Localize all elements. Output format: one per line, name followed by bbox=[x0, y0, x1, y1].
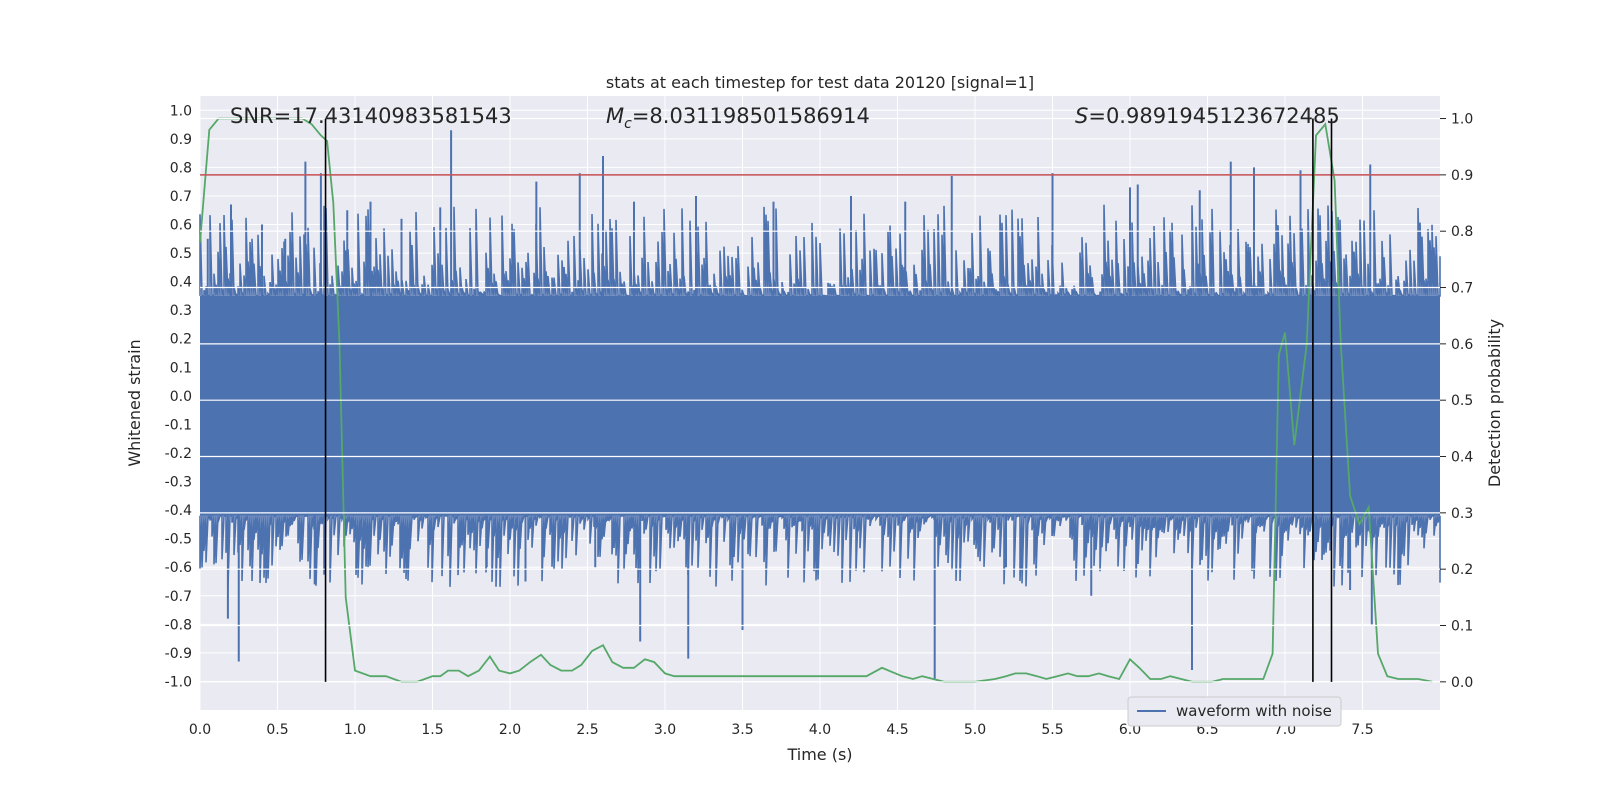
y2-tick-label: 0.1 bbox=[1451, 619, 1473, 635]
chirp-mass-annotation: Mc=8.031198501586914 bbox=[606, 104, 870, 132]
x-tick-label: 2.0 bbox=[499, 722, 521, 738]
y-tick-label: 0.5 bbox=[170, 246, 192, 262]
y-axis-label: Whitened strain bbox=[125, 339, 144, 466]
y-tick-label: 0.7 bbox=[170, 189, 192, 205]
probability-series bbox=[199, 117, 1433, 683]
left-axis-ticks: 1.0 0.9 0.8 0.7 0.6 0.5 0.4 0.3 0.2 0.1 0.0 -0.1 -0.… bbox=[165, 103, 192, 690]
overlay-lines bbox=[200, 117, 1440, 683]
y-tick-label: -0.3 bbox=[165, 475, 192, 491]
y-tick-label: -1.0 bbox=[165, 674, 192, 690]
y2-tick-label: 0.8 bbox=[1451, 224, 1473, 240]
waveform-upper-edge bbox=[199, 204, 1441, 299]
x-tick-label: 0.0 bbox=[189, 722, 211, 738]
x-tick-label: 1.5 bbox=[421, 722, 443, 738]
y-tick-label: 0.1 bbox=[170, 360, 192, 376]
y-tick-label: -0.9 bbox=[165, 646, 192, 662]
x-tick-label: 3.0 bbox=[654, 722, 676, 738]
x-tick-label: 4.5 bbox=[886, 722, 908, 738]
waveform-lower-edge bbox=[199, 512, 1441, 587]
x-tick-label: 7.5 bbox=[1351, 722, 1373, 738]
x-tick-label: 2.5 bbox=[576, 722, 598, 738]
x-tick-label: 5.0 bbox=[964, 722, 986, 738]
x-tick-label: 0.5 bbox=[266, 722, 288, 738]
y-tick-label: 0.3 bbox=[170, 303, 192, 319]
y-tick-label: -0.8 bbox=[165, 617, 192, 633]
x-axis-label: Time (s) bbox=[786, 745, 852, 764]
legend: waveform with noise bbox=[1127, 696, 1342, 727]
y2-tick-label: 0.9 bbox=[1451, 168, 1473, 184]
x-tick-label: 5.5 bbox=[1041, 722, 1063, 738]
chart-title: stats at each timestep for test data 201… bbox=[606, 73, 1034, 92]
y2-tick-label: 0.2 bbox=[1451, 562, 1473, 578]
x-tick-label: 3.5 bbox=[731, 722, 753, 738]
y-tick-label: -0.2 bbox=[165, 446, 192, 462]
y-tick-label: 0.9 bbox=[170, 132, 192, 148]
y-tick-label: 1.0 bbox=[170, 103, 192, 119]
y2-tick-label: 0.6 bbox=[1451, 337, 1473, 353]
y-tick-label: -0.7 bbox=[165, 589, 192, 605]
score-annotation: S=0.9891945123672485 bbox=[1075, 104, 1340, 128]
x-tick-label: 4.0 bbox=[809, 722, 831, 738]
snr-annotation: SNR=17.43140983581543 bbox=[230, 104, 512, 128]
y2-tick-label: 0.0 bbox=[1451, 675, 1473, 691]
y2-tick-label: 0.5 bbox=[1451, 393, 1473, 409]
waveform-noise-band bbox=[200, 295, 1440, 516]
y2-axis-label: Detection probability bbox=[1485, 319, 1504, 487]
waveform-series bbox=[199, 130, 1441, 679]
y2-tick-label: 0.7 bbox=[1451, 281, 1473, 297]
y-tick-label: 0.0 bbox=[170, 389, 192, 405]
y-tick-label: 0.4 bbox=[170, 275, 192, 291]
y2-tick-label: 0.3 bbox=[1451, 506, 1473, 522]
legend-entry: waveform with noise bbox=[1176, 702, 1332, 720]
y-tick-label: -0.1 bbox=[165, 417, 192, 433]
y2-tick-label: 0.4 bbox=[1451, 450, 1473, 466]
y-tick-label: 0.8 bbox=[170, 160, 192, 176]
y-tick-label: -0.6 bbox=[165, 560, 192, 576]
y-tick-label: 0.2 bbox=[170, 332, 192, 348]
right-axis-ticks: 1.0 0.9 0.8 0.7 0.6 0.5 0.4 0.3 0.2 0.1 0.0 bbox=[1440, 112, 1473, 691]
y2-tick-label: 1.0 bbox=[1451, 112, 1473, 128]
y-tick-label: 0.6 bbox=[170, 218, 192, 234]
legend-box bbox=[1127, 696, 1342, 727]
y-tick-label: -0.4 bbox=[165, 503, 192, 519]
probability-line bbox=[199, 117, 1433, 683]
x-tick-label: 1.0 bbox=[344, 722, 366, 738]
y-tick-label: -0.5 bbox=[165, 532, 192, 548]
